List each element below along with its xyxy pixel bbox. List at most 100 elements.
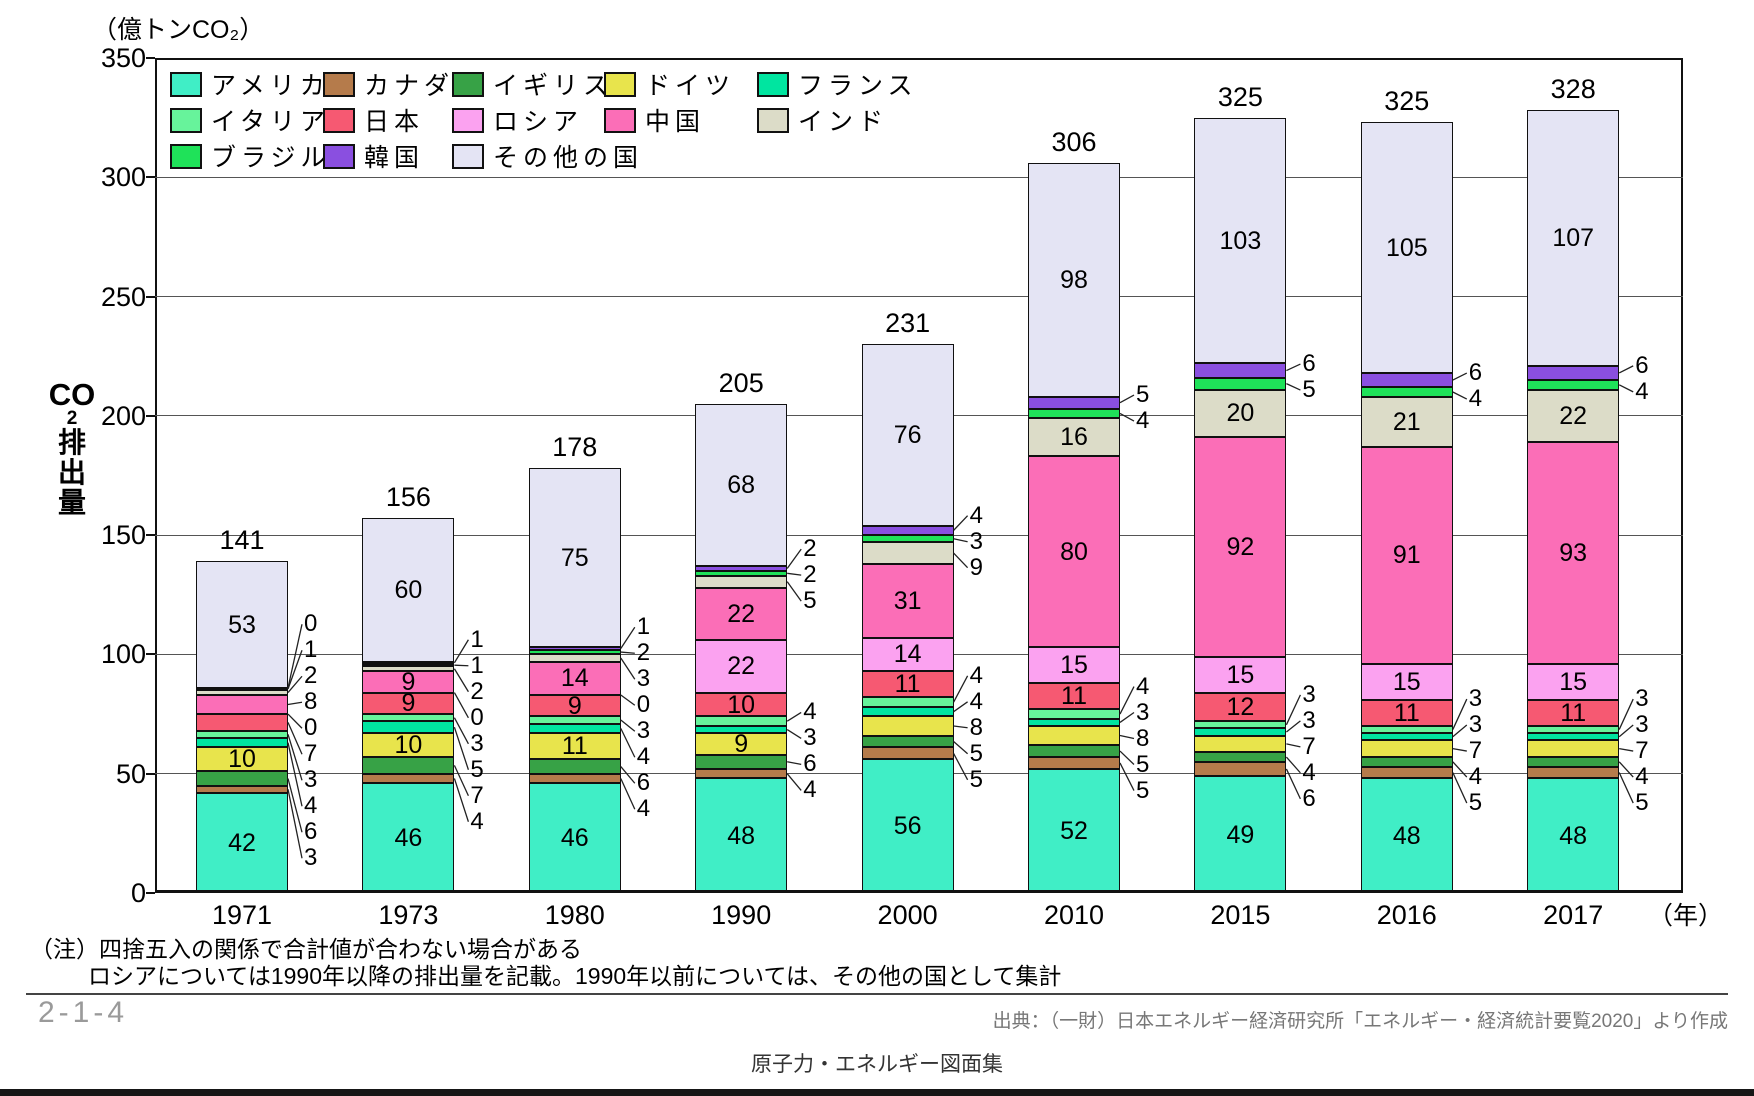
segment-brazil-2000	[861, 535, 954, 543]
leader-line-russia-1971	[287, 713, 303, 729]
y-axis-title-co: CO	[48, 377, 96, 412]
segment-value-other-2015: 103	[1219, 226, 1262, 255]
callout-value-france-2016: 3	[1468, 711, 1483, 739]
leader-line-russia-1980	[620, 694, 636, 706]
legend-label-brazil: ブラジル	[211, 144, 331, 172]
leader-line-brazil-1973	[454, 664, 469, 667]
segment-uk-2000	[861, 735, 954, 748]
legend-label-other: その他の国	[493, 144, 644, 172]
callout-value-india-1971: 2	[304, 662, 318, 690]
callout-value-korea-2015: 6	[1302, 350, 1316, 378]
leader-line-france-1980	[620, 728, 636, 758]
leader-line-germany-2015	[1286, 743, 1301, 748]
segment-canada-1980	[528, 773, 621, 784]
callout-value-uk-1973: 7	[470, 781, 484, 809]
total-label-2010: 306	[1051, 126, 1097, 157]
segment-brazil-1990	[695, 570, 788, 576]
leader-line-india-1980	[620, 657, 636, 680]
segment-germany-1980	[528, 733, 621, 760]
leader-line-japan-1971	[287, 722, 303, 755]
callout-value-uk-1990: 6	[803, 750, 817, 778]
segment-other-1990	[695, 403, 788, 567]
y-tick-label-150: 150	[100, 520, 146, 551]
segment-value-japan-2010: 11	[1061, 682, 1087, 711]
segment-brazil-2015	[1194, 377, 1287, 390]
leader-line-uk-2017	[1618, 761, 1634, 778]
callout-value-uk-1980: 6	[636, 769, 651, 797]
x-axis-unit-label: （年）	[1648, 902, 1724, 930]
segment-france-2015	[1194, 728, 1287, 736]
total-label-1980: 178	[552, 432, 598, 463]
callout-value-canada-2017: 5	[1635, 789, 1649, 817]
leader-line-korea-2017	[1618, 365, 1634, 374]
callout-value-canada-2015: 6	[1302, 784, 1316, 812]
leader-line-germany-2010	[1119, 734, 1135, 740]
segment-germany-1990	[695, 733, 788, 755]
segment-other-2016	[1360, 122, 1453, 373]
total-label-1973: 156	[385, 482, 431, 513]
segment-france-1971	[196, 737, 288, 748]
callout-value-brazil-1971: 1	[304, 636, 318, 664]
y-tick-mark-150	[146, 534, 155, 537]
segment-germany-1971	[196, 747, 288, 772]
segment-value-america-1971: 42	[228, 828, 256, 857]
leader-line-france-2017	[1618, 724, 1634, 738]
callout-value-korea-2017: 6	[1635, 351, 1649, 379]
segment-value-other-2017: 107	[1552, 224, 1595, 253]
leader-line-france-2015	[1285, 720, 1301, 733]
legend-item-france: フランス	[757, 66, 918, 102]
segment-india-2000	[861, 542, 954, 564]
segment-value-america-2016: 48	[1392, 821, 1421, 850]
leader-line-uk-1971	[287, 778, 303, 833]
segment-japan-2016	[1360, 699, 1453, 726]
segment-japan-2015	[1194, 692, 1287, 722]
legend-item-india: インド	[757, 102, 888, 138]
note-line-2: ロシアについては1990年以降の排出量を記載。1990年以前については、その他の…	[88, 963, 1062, 989]
x-tick-label-2010: 2010	[1043, 900, 1105, 930]
total-label-1990: 205	[718, 367, 764, 398]
segment-korea-2010	[1028, 396, 1120, 409]
source-credit: 出典：（一財）日本エネルギー経済研究所「エネルギー・経済統計要覧2020」より作…	[992, 1011, 1728, 1032]
legend-swatch-china	[604, 107, 636, 133]
x-tick-label-2000: 2000	[877, 900, 938, 930]
segment-italy-2000	[861, 697, 954, 707]
callout-value-brazil-2015: 5	[1302, 376, 1316, 404]
callout-value-canada-2010: 5	[1136, 776, 1150, 804]
segment-canada-1990	[695, 768, 788, 779]
leader-line-italy-2016	[1452, 698, 1468, 730]
segment-value-japan-2016: 11	[1393, 698, 1420, 727]
segment-value-america-2010: 52	[1060, 816, 1088, 845]
callout-value-uk-2016: 4	[1468, 763, 1483, 791]
callout-value-uk-2000: 5	[969, 739, 983, 767]
legend-swatch-germany	[604, 71, 636, 97]
segment-korea-1990	[695, 566, 788, 571]
segment-china-1980	[528, 661, 621, 695]
segment-value-russia-2017: 15	[1559, 667, 1588, 696]
segment-value-japan-1980: 9	[567, 691, 582, 720]
callout-value-india-1980: 3	[636, 665, 651, 693]
segment-canada-1973	[362, 773, 455, 784]
leader-line-canada-2017	[1618, 772, 1634, 804]
footer-separator	[26, 993, 1728, 995]
segment-value-china-2015: 92	[1226, 533, 1255, 562]
segment-america-2000	[861, 759, 954, 893]
leader-line-uk-2015	[1285, 756, 1301, 774]
callout-value-uk-1971: 6	[304, 818, 318, 846]
segment-italy-1980	[528, 716, 621, 724]
segment-uk-2015	[1194, 752, 1287, 762]
segment-value-china-2017: 93	[1559, 539, 1588, 568]
segment-italy-1990	[695, 716, 788, 726]
legend-item-china: 中国	[604, 102, 705, 138]
legend-label-japan: 日本	[364, 108, 425, 136]
segment-uk-1980	[528, 759, 621, 774]
legend-item-other: その他の国	[452, 138, 643, 174]
segment-value-america-2017: 48	[1559, 821, 1588, 850]
leader-line-korea-2010	[1119, 394, 1135, 404]
legend-item-uk: イギリス	[452, 66, 613, 102]
legend-swatch-canada	[323, 71, 355, 97]
y-axis-unit-label: （億トンCO₂）	[92, 16, 265, 44]
callout-value-uk-2017: 4	[1635, 763, 1649, 791]
segment-brazil-2010	[1028, 408, 1120, 419]
y-tick-label-250: 250	[100, 281, 146, 312]
